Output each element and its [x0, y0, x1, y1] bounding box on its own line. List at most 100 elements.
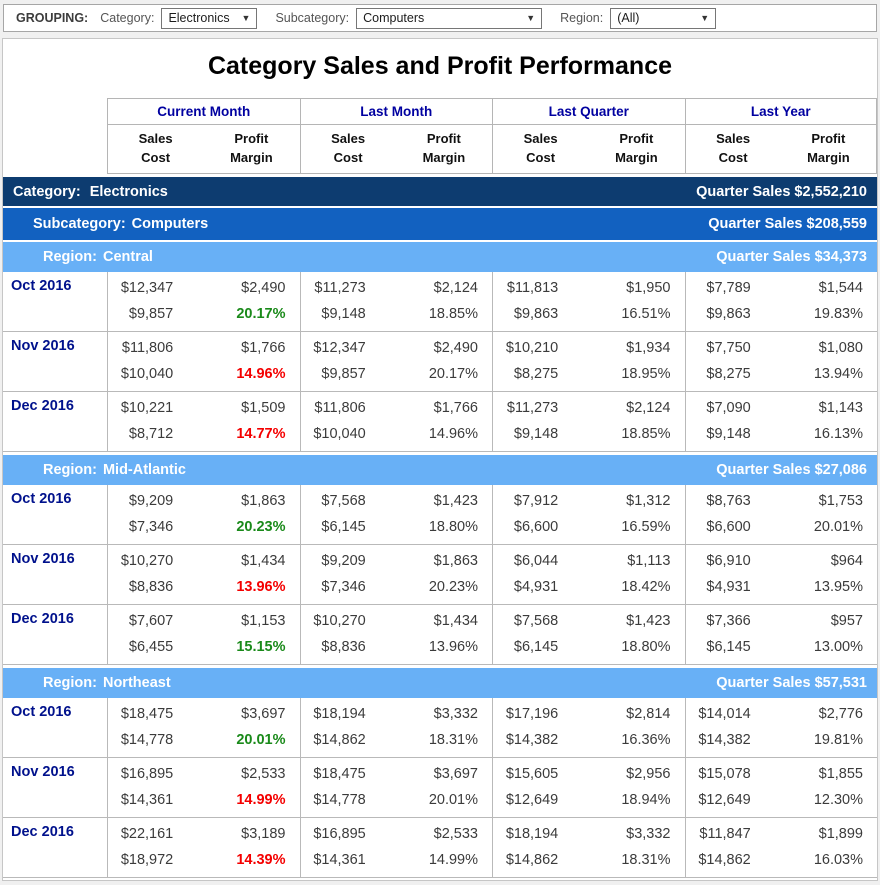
- sales-value: $9,209: [321, 553, 366, 569]
- profit-margin-cell: $1,434 13.96%: [396, 605, 492, 664]
- profit-value: $1,312: [626, 493, 671, 509]
- profit-value: $2,124: [626, 400, 671, 416]
- sales-value: $7,366: [706, 613, 751, 629]
- profit-value: $2,956: [626, 766, 671, 782]
- sales-cost-cell: $16,895 $14,361: [107, 758, 203, 817]
- sales-cost-cell: $7,366 $6,145: [684, 605, 781, 664]
- margin-value: 18.42%: [621, 579, 671, 595]
- category-dropdown[interactable]: Electronics ▼: [161, 7, 258, 29]
- margin-value: 16.51%: [621, 306, 671, 322]
- subcategory-dropdown[interactable]: Computers ▼: [356, 7, 543, 29]
- profit-value: $1,934: [626, 340, 671, 356]
- margin-value: 13.00%: [813, 639, 863, 655]
- category-band-prefix: Category:: [13, 183, 81, 200]
- sales-cost-cell: $11,813 $9,863: [492, 272, 588, 331]
- sales-cost-cell: $10,270 $8,836: [107, 545, 203, 604]
- margin-value: 16.13%: [813, 426, 863, 442]
- profit-margin-cell: $1,544 19.83%: [781, 272, 877, 331]
- sales-value: $18,194: [313, 706, 366, 722]
- sales-value: $16,895: [313, 826, 366, 842]
- region-dropdown[interactable]: (All) ▼: [610, 7, 717, 29]
- cost-value: $9,148: [321, 306, 366, 322]
- profit-value: $2,814: [626, 706, 671, 722]
- category-filter: Category: Electronics ▼: [100, 7, 258, 29]
- subcategory-band-label: Subcategory: Computers: [3, 216, 208, 232]
- profit-value: $3,189: [241, 826, 286, 842]
- data-row: Dec 2016 $22,161 $18,972 $3,189 14.39% $16,89…: [3, 818, 877, 878]
- margin-value: 19.81%: [813, 732, 863, 748]
- grouping-label: GROUPING:: [16, 11, 89, 25]
- cost-value: $18,972: [120, 852, 174, 868]
- profit-margin-cell: $1,766 14.96%: [396, 392, 492, 451]
- header-corner: [3, 98, 107, 125]
- profit-margin-cell: $1,312 16.59%: [588, 485, 684, 544]
- month-label: Nov 2016: [11, 551, 75, 567]
- chevron-down-icon: ▼: [526, 13, 536, 23]
- cost-value: $10,040: [120, 366, 174, 382]
- grouping-bar: GROUPING: Category: Electronics ▼ Subcat…: [3, 4, 877, 32]
- month-label: Nov 2016: [11, 338, 75, 354]
- sales-value: $10,270: [313, 613, 366, 629]
- profit-margin-header: Profit Margin: [395, 125, 492, 174]
- profit-margin-cell: $957 13.00%: [781, 605, 877, 664]
- sales-cost-cell: $11,806 $10,040: [107, 332, 203, 391]
- region-band: Region: Mid-Atlantic Quarter Sales $27,086: [3, 455, 877, 485]
- sales-value: $14,014: [698, 706, 751, 722]
- profit-margin-header: Profit Margin: [203, 125, 300, 174]
- data-row: Oct 2016 $12,347 $9,857 $2,490 20.17% $11,273…: [3, 272, 877, 332]
- margin-value: 14.39%: [236, 852, 286, 868]
- column-group-last-year: Last Year: [684, 98, 877, 125]
- profit-value: $2,533: [433, 826, 478, 842]
- month-label: Dec 2016: [11, 611, 74, 627]
- sales-value: $10,221: [120, 400, 174, 416]
- report-panel: Category Sales and Profit Performance Cu…: [2, 38, 878, 881]
- profit-margin-cell: $2,124 18.85%: [396, 272, 492, 331]
- cost-value: $9,863: [706, 306, 751, 322]
- profit-margin-cell: $1,863 20.23%: [203, 485, 299, 544]
- sales-value: $7,750: [706, 340, 751, 356]
- region-band-label: Region: Central: [3, 249, 153, 265]
- profit-margin-cell: $2,776 19.81%: [781, 698, 877, 757]
- profit-margin-cell: $1,509 14.77%: [203, 392, 299, 451]
- sales-cost-cell: $6,044 $4,931: [492, 545, 588, 604]
- profit-margin-cell: $1,143 16.13%: [781, 392, 877, 451]
- cost-value: $8,275: [706, 366, 751, 382]
- margin-value: 16.59%: [621, 519, 671, 535]
- margin-value: 18.85%: [621, 426, 671, 442]
- sales-value: $6,044: [513, 553, 559, 569]
- sales-value: $12,347: [313, 340, 366, 356]
- profit-margin-cell: $2,533 14.99%: [203, 758, 299, 817]
- sales-value: $15,078: [698, 766, 751, 782]
- sales-cost-cell: $7,568 $6,145: [299, 485, 396, 544]
- report-title: Category Sales and Profit Performance: [207, 52, 673, 80]
- sales-cost-cell: $7,568 $6,145: [492, 605, 588, 664]
- sales-cost-cell: $7,750 $8,275: [684, 332, 781, 391]
- margin-value: 20.01%: [813, 519, 863, 535]
- sales-cost-cell: $10,270 $8,836: [299, 605, 396, 664]
- sales-cost-cell: $12,347 $9,857: [299, 332, 396, 391]
- profit-value: $1,950: [626, 280, 671, 296]
- month-label: Oct 2016: [11, 704, 72, 720]
- sales-value: $6,910: [706, 553, 751, 569]
- cost-value: $14,862: [313, 732, 366, 748]
- cost-value: $8,836: [128, 579, 174, 595]
- margin-value: 12.30%: [813, 792, 863, 808]
- profit-margin-cell: $2,490 20.17%: [203, 272, 299, 331]
- sales-value: $22,161: [120, 826, 174, 842]
- sales-cost-cell: $7,607 $6,455: [107, 605, 203, 664]
- region-band-prefix: Region:: [43, 675, 97, 691]
- category-band-name: Electronics: [89, 183, 168, 200]
- profit-value: $1,143: [818, 400, 863, 416]
- sales-value: $15,605: [505, 766, 559, 782]
- sales-value: $7,090: [706, 400, 751, 416]
- region-band: Region: Central Quarter Sales $34,373: [3, 242, 877, 272]
- column-group-current-month: Current Month: [107, 98, 300, 125]
- region-band-name: Mid-Atlantic: [102, 462, 186, 478]
- margin-value: 13.96%: [236, 579, 286, 595]
- margin-value: 20.17%: [236, 306, 286, 322]
- profit-value: $1,434: [241, 553, 286, 569]
- region-dropdown-value: (All): [617, 11, 640, 25]
- sales-value: $11,813: [506, 280, 559, 296]
- profit-value: $1,434: [433, 613, 478, 629]
- cost-value: $6,145: [513, 639, 559, 655]
